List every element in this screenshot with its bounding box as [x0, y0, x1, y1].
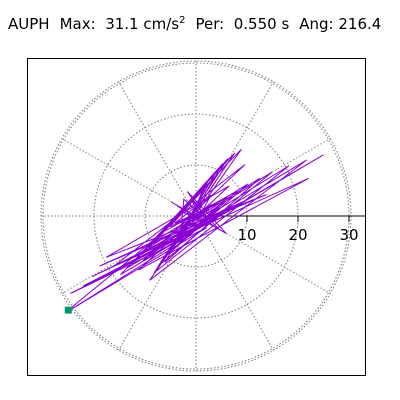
angle-label: Ang:	[299, 15, 334, 33]
polar-plot-frame	[27, 58, 366, 376]
grid-spoke	[195, 215, 274, 351]
header-readout: AUPH Max: 31.1 cm/s2 Per: 0.550 s Ang: 216.…	[8, 15, 381, 33]
grid-spoke	[118, 215, 197, 351]
grid-spoke	[118, 81, 197, 217]
particle-motion-trace	[68, 148, 324, 312]
trace-lead-segment	[68, 229, 166, 311]
max-label: Max:	[59, 15, 96, 33]
station-code: AUPH	[8, 15, 50, 33]
radial-axis-ticks: 10 20 30	[237, 216, 359, 244]
period-label: Per:	[195, 15, 225, 33]
max-exponent: 2	[179, 15, 186, 26]
max-amplitude-marker	[64, 306, 72, 314]
period-value: 0.550 s	[233, 15, 290, 33]
radial-tick-label: 20	[288, 226, 307, 244]
angle-value: 216.4	[338, 15, 382, 33]
grid-spoke	[195, 81, 274, 217]
radial-tick-label: 10	[237, 226, 256, 244]
radial-tick-label: 30	[339, 226, 358, 244]
max-value: 31.1 cm/s	[105, 15, 180, 33]
